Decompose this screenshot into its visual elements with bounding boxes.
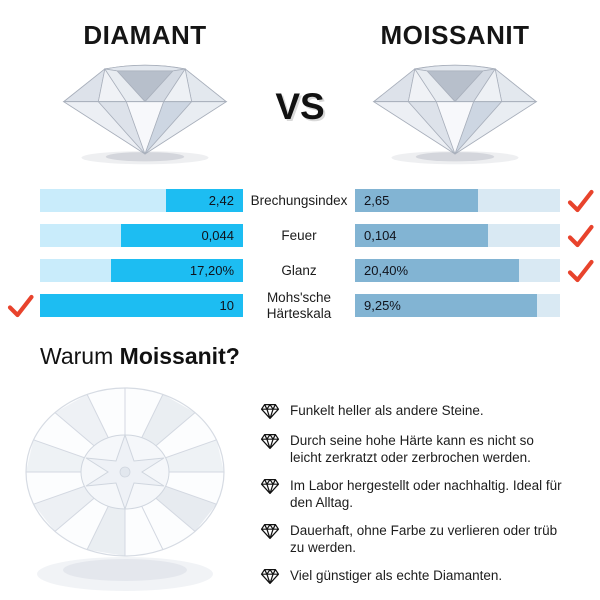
diamant-title: DIAMANT <box>83 20 207 50</box>
moissanit-column: MOISSANIT <box>335 20 575 167</box>
gem-icon <box>260 433 280 450</box>
moissanit-photo <box>372 64 538 165</box>
gem-icon <box>260 568 280 585</box>
benefit-item: Im Labor hergestellt oder nachhaltig. Id… <box>260 477 570 511</box>
vs-label: VS <box>275 85 325 127</box>
diamant-bar-fill <box>40 294 243 317</box>
diamant-bar-fill <box>121 224 243 247</box>
why-heading-prefix: Warum <box>40 343 120 369</box>
benefit-text: Im Labor hergestellt oder nachhaltig. Id… <box>290 478 562 510</box>
benefit-text: Dauerhaft, ohne Farbe zu verlieren oder … <box>290 523 558 555</box>
benefit-item: Funkelt heller als andere Steine. <box>260 402 570 421</box>
metric-label: Feuer <box>281 227 317 243</box>
diamant-column: DIAMANT <box>25 20 265 167</box>
winner-check-right-icon <box>560 259 600 283</box>
winner-check-left-icon <box>0 294 40 318</box>
metric-label: Mohs'sche Härteskala <box>266 289 332 321</box>
gem-icon <box>260 523 280 540</box>
diamant-bar-fill <box>111 259 243 282</box>
comparison-row-brechungsindex: 2,42 Brechungsindex 2,65 <box>0 189 600 212</box>
benefit-text: Durch seine hohe Härte kann es nicht so … <box>290 433 534 465</box>
diamant-bar: 0,044 <box>40 224 243 247</box>
bottom-section: Funkelt heller als andere Steine. Durch … <box>0 384 600 597</box>
comparison-table: 2,42 Brechungsindex 2,65 0,044 Feuer 0 <box>0 189 600 321</box>
diamant-bar: 17,20% <box>40 259 243 282</box>
moissanit-title: MOISSANIT <box>380 20 530 50</box>
diamant-value: 17,20% <box>189 263 234 278</box>
moissanit-value: 20,40% <box>364 263 409 278</box>
header: DIAMANT VS <box>0 0 600 167</box>
diamant-value: 10 <box>219 298 234 313</box>
moissanit-value: 2,65 <box>364 193 390 208</box>
vs-divider: VS <box>265 20 335 167</box>
moissanit-bar: 0,104 <box>355 224 560 247</box>
gem-icon <box>260 478 280 495</box>
diamant-photo <box>62 64 228 165</box>
comparison-row-glanz: 17,20% Glanz 20,40% <box>0 259 600 282</box>
moissanit-value: 0,104 <box>364 228 397 243</box>
metric-label: Glanz <box>281 262 317 278</box>
benefit-text: Viel günstiger als echte Diamanten. <box>290 568 503 583</box>
why-heading-highlight: Moissanit? <box>119 343 240 369</box>
winner-check-right-icon <box>560 189 600 213</box>
diamant-bar-fill <box>165 189 243 212</box>
moissanit-bar: 2,65 <box>355 189 560 212</box>
moissanit-bar-fill <box>355 189 478 212</box>
moissanit-bar-fill <box>355 294 538 317</box>
moissanit-bar: 9,25% <box>355 294 560 317</box>
comparison-row-haerteskala: 10 Mohs'sche Härteskala 9,25% <box>0 290 600 321</box>
benefit-item: Viel günstiger als echte Diamanten. <box>260 567 570 586</box>
diamant-bar: 10 <box>40 294 243 317</box>
round-gem-photo <box>0 384 250 597</box>
benefit-item: Durch seine hohe Härte kann es nicht so … <box>260 432 570 466</box>
moissanit-value: 9,25% <box>364 298 401 313</box>
moissanit-bar-fill <box>355 259 519 282</box>
moissanit-bar: 20,40% <box>355 259 560 282</box>
diamant-value: 0,044 <box>201 228 234 243</box>
gem-icon <box>260 403 280 420</box>
diamant-bar: 2,42 <box>40 189 243 212</box>
benefit-text: Funkelt heller als andere Steine. <box>290 403 484 418</box>
comparison-row-feuer: 0,044 Feuer 0,104 <box>0 224 600 247</box>
metric-label: Brechungsindex <box>250 192 348 208</box>
moissanit-bar-fill <box>355 224 489 247</box>
diamant-value: 2,42 <box>208 193 234 208</box>
why-heading: Warum Moissanit? <box>40 343 600 370</box>
winner-check-right-icon <box>560 224 600 248</box>
benefit-item: Dauerhaft, ohne Farbe zu verlieren oder … <box>260 522 570 556</box>
benefits-list: Funkelt heller als andere Steine. Durch … <box>260 384 570 597</box>
